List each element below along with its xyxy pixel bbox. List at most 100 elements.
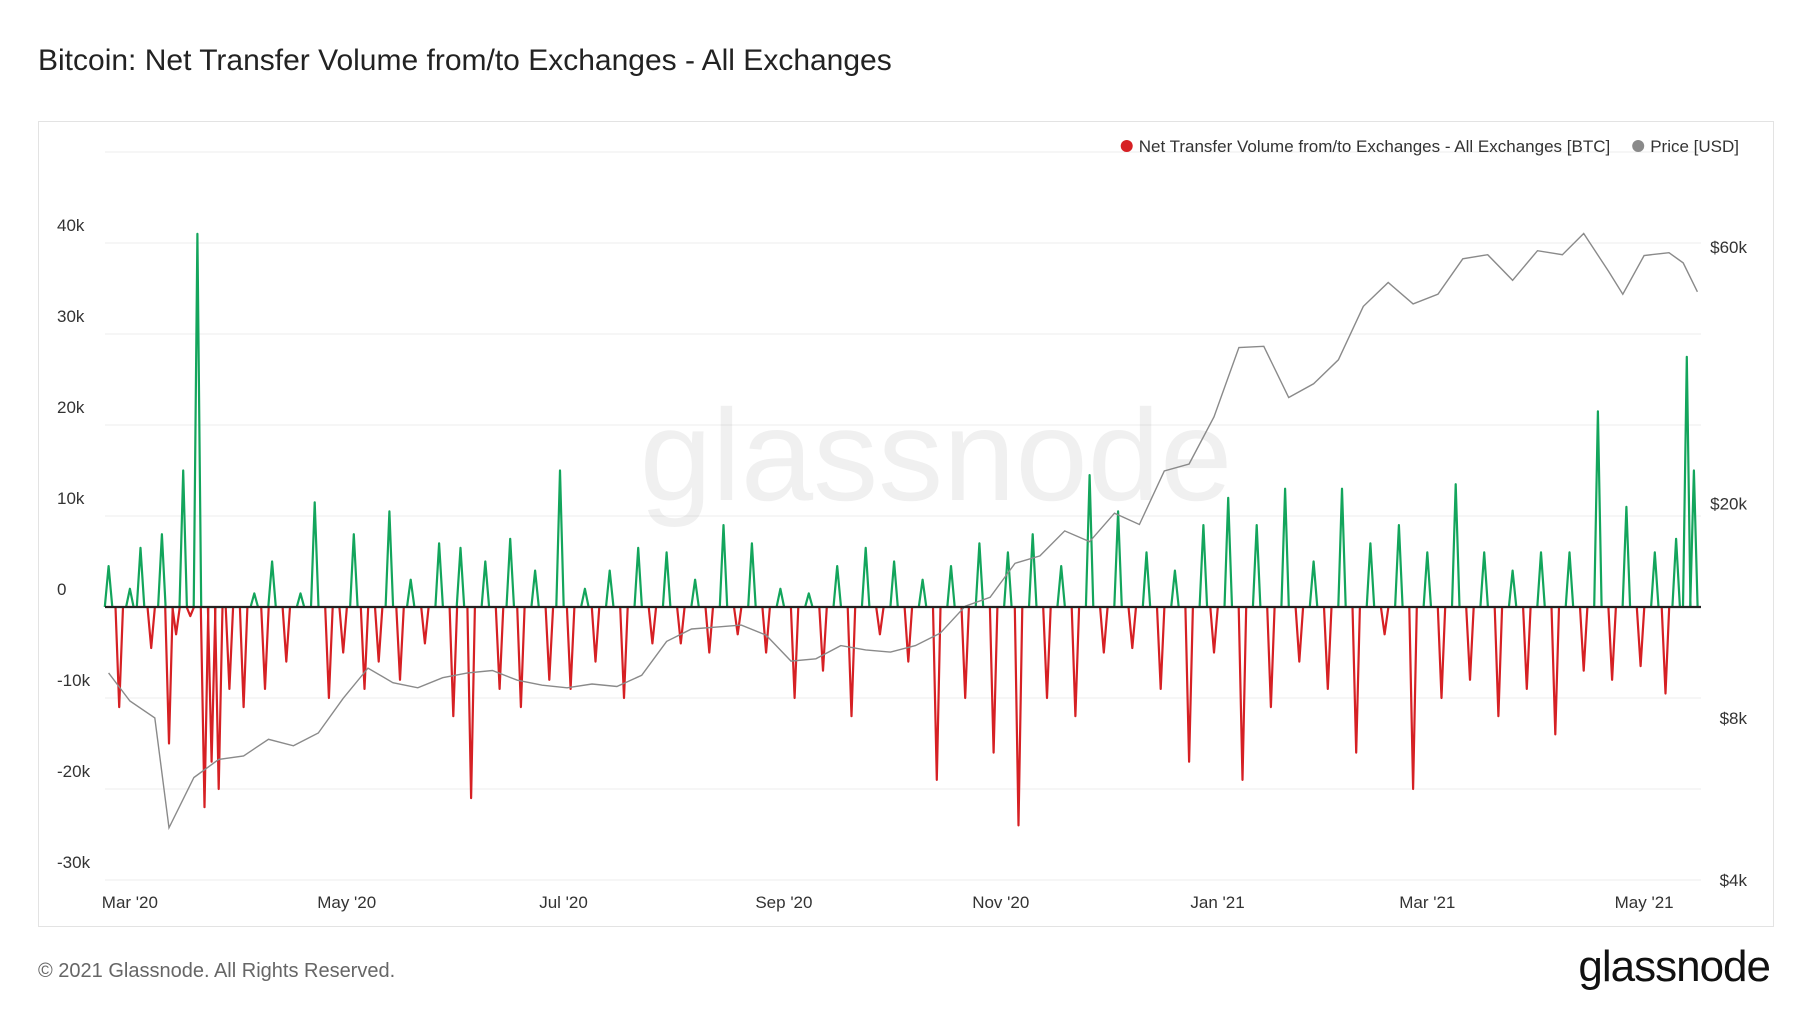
inflow-spike: [974, 542, 985, 608]
outflow-spike: [903, 606, 914, 663]
x-tick-label: Mar '20: [102, 893, 158, 912]
inflow-spike: [661, 551, 672, 608]
outflow-spike: [761, 606, 771, 654]
outflow-spike: [1155, 606, 1166, 690]
outflow-spike: [1127, 606, 1138, 650]
inflow-spike: [718, 524, 729, 608]
inflow-spike: [1394, 524, 1404, 608]
inflow-spike: [917, 578, 928, 608]
inflow-spike: [889, 560, 899, 608]
left-tick-label: 20k: [57, 398, 85, 417]
outflow-spike: [1635, 606, 1646, 668]
outflow-spike: [789, 606, 800, 700]
outflow-spike: [185, 606, 196, 618]
inflow-spike: [1681, 355, 1692, 608]
outflow-spike: [373, 606, 384, 663]
left-tick-label: -30k: [57, 853, 91, 872]
outflow-spike: [420, 606, 430, 645]
inflow-spike: [384, 510, 395, 608]
inflow-spike: [192, 232, 203, 608]
outflow-spike: [338, 606, 348, 654]
inflow-spike: [267, 560, 277, 608]
inflow-spike: [1507, 569, 1518, 608]
copyright-text: © 2021 Glassnode. All Rights Reserved.: [38, 960, 396, 982]
outflow-spike: [1379, 606, 1390, 636]
inflow-spike: [1223, 496, 1234, 608]
outflow-spike: [1607, 606, 1617, 681]
right-axis: $4k $8k $20k $60k: [1710, 238, 1747, 890]
outflow-spike: [1436, 606, 1447, 700]
outflow-spike: [114, 606, 125, 709]
outflow-spike: [281, 606, 292, 663]
inflow-spike: [1337, 487, 1347, 608]
outflow-spike: [1266, 606, 1276, 709]
outflow-spike: [1660, 606, 1671, 695]
legend-label-net-transfer: Net Transfer Volume from/to Exchanges - …: [1139, 137, 1610, 156]
right-tick-label: $8k: [1720, 709, 1748, 728]
outflow-spike: [1042, 606, 1052, 700]
inflow-spike: [1479, 551, 1489, 608]
inflow-spike: [1689, 469, 1699, 608]
brand-logo[interactable]: glassnode: [1578, 942, 1771, 991]
outflow-spike: [1099, 606, 1109, 654]
outflow-spike: [931, 606, 942, 781]
chart-panel: glassnode -30k -20k -10k 0 10k 20k 30k 40k $4k $…: [38, 121, 1774, 927]
inflow-spike: [633, 546, 643, 608]
inflow-spike: [1170, 569, 1180, 608]
outflow-spike: [146, 606, 156, 650]
outflow-spike: [988, 606, 999, 754]
inflow-spike: [434, 542, 444, 608]
outflow-spike: [1209, 606, 1219, 654]
outflow-spike: [1578, 606, 1589, 672]
outflow-spike: [676, 606, 686, 645]
watermark: glassnode: [640, 382, 1233, 528]
inflow-spike: [1003, 551, 1013, 608]
legend-marker-net-transfer: [1120, 140, 1133, 152]
outflow-spike: [1465, 606, 1475, 681]
legend: Price [USD] Net Transfer Volume from/to E…: [1120, 137, 1739, 156]
outflow-spike: [960, 606, 970, 700]
inflow-spike: [747, 542, 757, 608]
inflow-spike: [804, 592, 814, 608]
outflow-spike: [875, 606, 885, 636]
inflow-spike: [125, 587, 135, 608]
outflow-spike: [359, 606, 370, 690]
right-tick-label: $20k: [1710, 495, 1747, 514]
left-tick-label: 10k: [57, 489, 85, 508]
inflow-spike: [309, 501, 320, 608]
left-tick-label: 0: [57, 580, 66, 599]
inflow-spike: [103, 565, 114, 608]
net-transfer-series: [103, 232, 1699, 827]
outflow-spike: [224, 606, 235, 690]
outflow-spike: [704, 606, 715, 654]
outflow-spike: [1322, 606, 1333, 690]
right-tick-label: $60k: [1710, 238, 1747, 257]
inflow-spike: [1113, 510, 1123, 608]
outflow-spike: [238, 606, 249, 709]
outflow-spike: [544, 606, 555, 681]
outflow-spike: [1013, 606, 1024, 827]
inflow-spike: [135, 546, 146, 608]
inflow-spike: [604, 569, 615, 608]
outflow-spike: [846, 606, 857, 718]
x-tick-label: May '21: [1615, 893, 1674, 912]
inflow-spike: [530, 569, 540, 608]
x-tick-label: Jan '21: [1190, 893, 1244, 912]
inflow-spike: [1650, 551, 1660, 608]
inflow-spike: [1536, 551, 1546, 608]
inflow-spike: [295, 592, 306, 608]
outflow-spike: [494, 606, 505, 690]
inflow-spike: [946, 565, 956, 608]
left-tick-label: 30k: [57, 307, 85, 326]
outflow-spike: [213, 606, 224, 791]
inflow-spike: [860, 546, 871, 608]
inflow-spike: [1280, 487, 1290, 608]
outflow-spike: [1408, 606, 1418, 791]
inflow-spike: [832, 565, 843, 608]
outflow-spike: [395, 606, 405, 681]
outflow-spike: [565, 606, 576, 690]
legend-label-price: Price [USD]: [1650, 137, 1739, 156]
outflow-spike: [1351, 606, 1361, 754]
outflow-spike: [199, 606, 210, 809]
